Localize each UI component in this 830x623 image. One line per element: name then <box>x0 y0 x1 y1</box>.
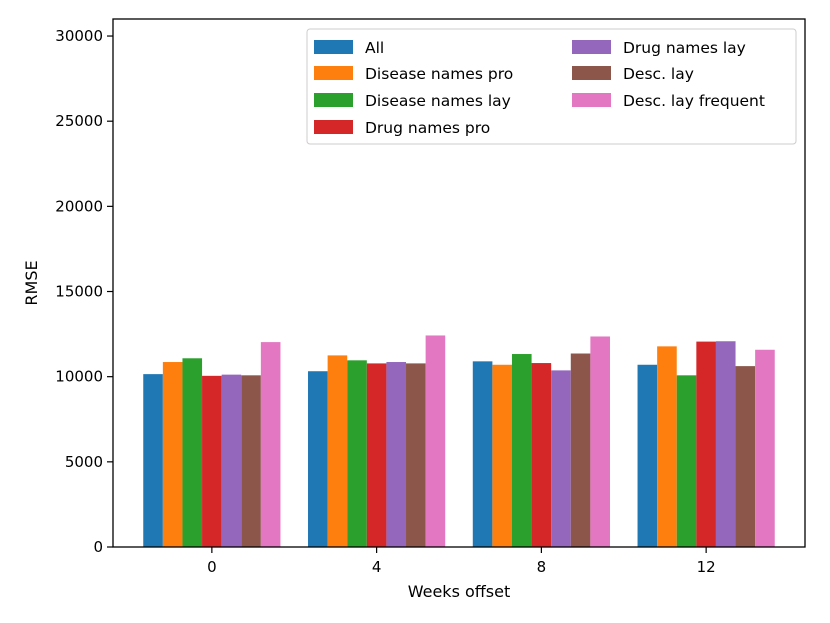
legend-label: Desc. lay <box>623 65 694 83</box>
legend-label: Disease names pro <box>365 65 513 83</box>
y-tick-label: 25000 <box>55 112 103 130</box>
x-tick-label: 0 <box>207 558 217 576</box>
legend-label: Drug names pro <box>365 119 490 137</box>
bar-drug-names-lay-week-8 <box>551 370 571 547</box>
bar-drug-names-lay-week-12 <box>715 341 736 547</box>
bar-drug-names-lay-week-0 <box>221 374 242 547</box>
bar-drug-names-pro-week-0 <box>202 375 222 547</box>
bar-disease-names-lay-week-8 <box>511 354 532 547</box>
legend-swatch <box>314 120 353 134</box>
bar-desc-lay-week-0 <box>241 375 261 547</box>
legend-label: Drug names lay <box>623 39 746 57</box>
legend-box <box>306 28 797 145</box>
y-tick-label: 5000 <box>65 453 103 471</box>
legend-label: All <box>365 39 384 57</box>
legend-swatch <box>314 93 353 107</box>
bar-drug-names-pro-week-8 <box>531 363 552 547</box>
bar-disease-names-pro-week-4 <box>327 355 348 547</box>
x-axis-label: Weeks offset <box>408 582 511 601</box>
bar-disease-names-lay-week-0 <box>182 358 203 547</box>
legend-swatch <box>572 66 611 80</box>
y-axis-label: RMSE <box>22 260 41 305</box>
legend: All Disease names pro Disease names lay Dru… <box>306 28 797 145</box>
bar-disease-names-lay-week-12 <box>676 375 697 547</box>
legend-swatch <box>572 40 611 54</box>
y-tick-label: 30000 <box>55 27 103 45</box>
x-axis: 0 4 8 12 <box>207 547 716 576</box>
bar-disease-names-lay-week-4 <box>347 360 367 547</box>
y-tick-label: 10000 <box>55 368 103 386</box>
y-tick-label: 0 <box>93 538 103 556</box>
bar-drug-names-lay-week-4 <box>386 362 407 547</box>
x-tick-label: 4 <box>372 558 382 576</box>
bar-all-week-12 <box>637 364 658 547</box>
bar-all-week-8 <box>472 361 493 547</box>
y-tick-label: 15000 <box>55 283 103 301</box>
bar-all-week-0 <box>143 374 163 547</box>
legend-label: Desc. lay frequent <box>623 92 765 110</box>
x-tick-label: 8 <box>537 558 547 576</box>
plot-frame <box>112 18 806 548</box>
bar-desc-lay-week-8 <box>570 353 591 547</box>
bars-group <box>143 335 775 547</box>
bar-desc-lay-frequent-week-4 <box>425 335 446 547</box>
bar-drug-names-pro-week-12 <box>696 341 716 547</box>
bar-desc-lay-frequent-week-12 <box>755 349 775 547</box>
x-tick-label: 12 <box>697 558 716 576</box>
bar-desc-lay-frequent-week-8 <box>590 336 610 547</box>
bar-all-week-4 <box>308 371 328 547</box>
bar-disease-names-pro-week-8 <box>492 364 512 547</box>
legend-label: Disease names lay <box>365 92 511 110</box>
bar-desc-lay-frequent-week-0 <box>260 342 281 547</box>
legend-swatch <box>572 93 611 107</box>
bar-desc-lay-week-12 <box>735 366 756 547</box>
bar-desc-lay-week-4 <box>406 363 426 547</box>
legend-swatch <box>314 40 353 54</box>
bar-drug-names-pro-week-4 <box>366 363 387 547</box>
bar-disease-names-pro-week-12 <box>657 346 677 547</box>
y-axis: 0 5000 10000 15000 20000 25000 30000 <box>55 27 113 556</box>
bar-disease-names-pro-week-0 <box>162 362 183 547</box>
legend-swatch <box>314 66 353 80</box>
y-tick-label: 20000 <box>55 197 103 215</box>
